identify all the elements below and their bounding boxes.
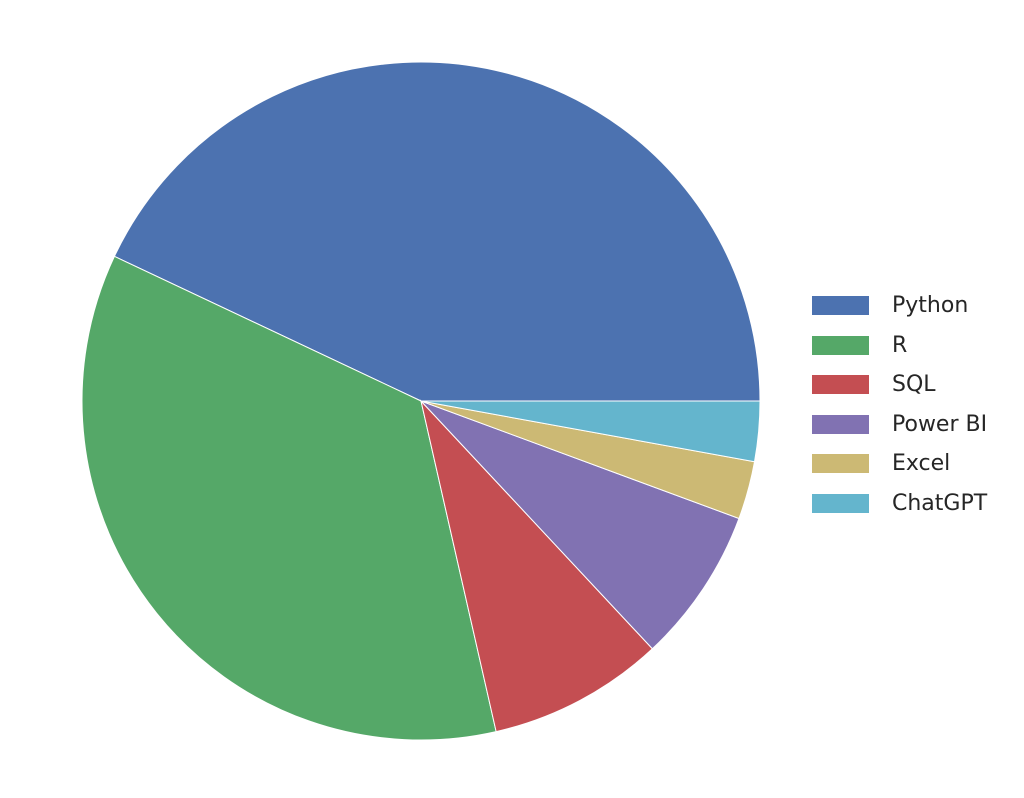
- legend-label: ChatGPT: [892, 490, 988, 516]
- legend-item-chatgpt: ChatGPT: [812, 484, 987, 524]
- legend-item-power-bi: Power BI: [812, 405, 987, 445]
- legend-label: SQL: [892, 372, 936, 398]
- legend-item-r: R: [812, 326, 987, 366]
- legend-swatch: [812, 454, 869, 474]
- legend-label: Python: [892, 293, 969, 319]
- legend-label: Excel: [892, 451, 951, 477]
- pie-slice-r: [81, 255, 497, 741]
- legend-label: R: [892, 332, 908, 358]
- legend-swatch: [812, 296, 869, 316]
- legend-item-excel: Excel: [812, 444, 987, 484]
- legend-item-python: Python: [812, 286, 987, 326]
- pie-slice-power-bi: [420, 400, 740, 650]
- legend-item-sql: SQL: [812, 365, 987, 405]
- legend-swatch: [812, 335, 869, 355]
- pie-slice-chatgpt: [420, 400, 761, 463]
- legend-swatch: [812, 375, 869, 395]
- legend-swatch: [812, 493, 869, 513]
- legend-label: Power BI: [892, 411, 988, 437]
- legend-swatch: [812, 414, 869, 434]
- legend: Python R SQL Power BI Excel ChatGPT: [812, 286, 987, 523]
- pie-slice-sql: [420, 399, 654, 733]
- pie-slice-python: [113, 61, 761, 402]
